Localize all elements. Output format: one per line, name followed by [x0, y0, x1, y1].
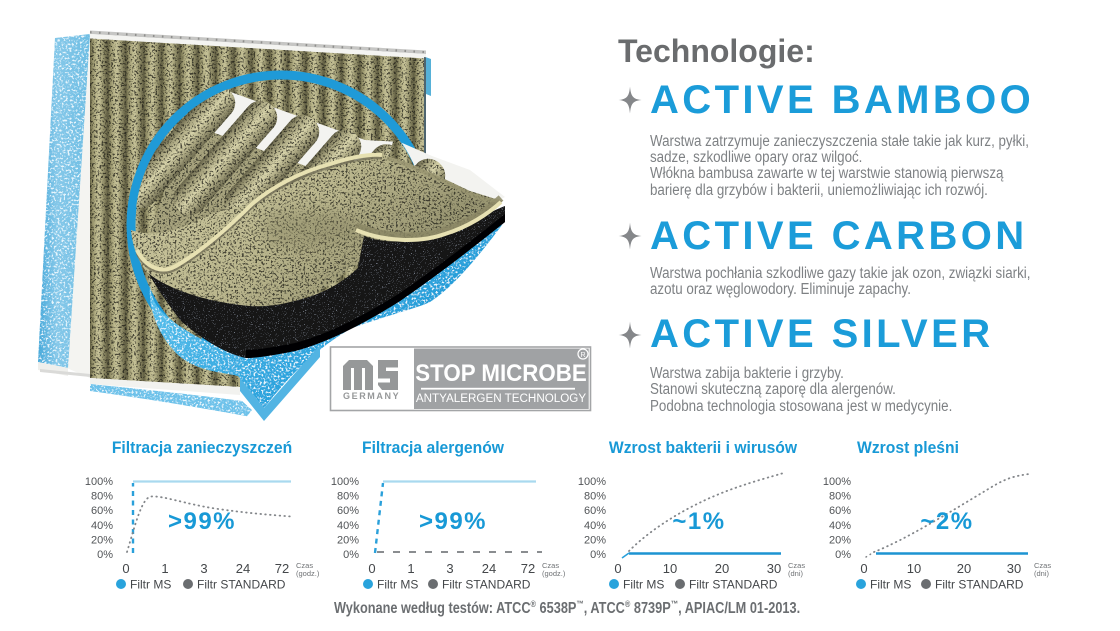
- svg-text:72: 72: [521, 561, 535, 576]
- svg-text:60%: 60%: [584, 505, 606, 517]
- svg-text:0: 0: [860, 561, 867, 576]
- svg-text:~2%: ~2%: [920, 508, 973, 535]
- svg-text:30: 30: [767, 561, 781, 576]
- svg-text:Czas: Czas: [788, 561, 805, 570]
- svg-text:80%: 80%: [91, 491, 113, 503]
- svg-text:40%: 40%: [584, 520, 606, 532]
- svg-text:0%: 0%: [590, 549, 606, 561]
- svg-text:Filtr STANDARD: Filtr STANDARD: [197, 578, 286, 592]
- svg-text:20: 20: [957, 561, 971, 576]
- svg-text:100%: 100%: [85, 476, 113, 488]
- svg-text:1: 1: [407, 561, 414, 576]
- svg-text:60%: 60%: [91, 505, 113, 517]
- svg-text:Czas: Czas: [296, 561, 313, 570]
- svg-text:(godz.): (godz.): [296, 569, 320, 578]
- svg-text:0%: 0%: [97, 549, 113, 561]
- svg-text:30: 30: [1007, 561, 1021, 576]
- svg-text:100%: 100%: [331, 476, 359, 488]
- svg-text:1: 1: [161, 561, 168, 576]
- svg-text:0: 0: [368, 561, 375, 576]
- svg-text:0: 0: [122, 561, 129, 576]
- svg-text:Filtr STANDARD: Filtr STANDARD: [689, 578, 778, 592]
- svg-text:~1%: ~1%: [672, 508, 725, 535]
- svg-text:60%: 60%: [829, 505, 851, 517]
- svg-text:20%: 20%: [337, 534, 359, 546]
- svg-text:0%: 0%: [343, 549, 359, 561]
- svg-text:STOP MICROBE: STOP MICROBE: [415, 359, 586, 386]
- svg-text:3: 3: [200, 561, 207, 576]
- svg-text:40%: 40%: [829, 520, 851, 532]
- svg-text:20: 20: [715, 561, 729, 576]
- svg-text:>99%: >99%: [419, 508, 487, 535]
- svg-text:(dni): (dni): [1034, 569, 1050, 578]
- svg-text:24: 24: [236, 561, 250, 576]
- svg-text:Filtr MS: Filtr MS: [377, 578, 418, 592]
- svg-text:20%: 20%: [91, 534, 113, 546]
- svg-text:80%: 80%: [829, 491, 851, 503]
- svg-text:(dni): (dni): [788, 569, 804, 578]
- svg-text:Filtr MS: Filtr MS: [130, 578, 171, 592]
- svg-text:0%: 0%: [835, 549, 851, 561]
- svg-text:10: 10: [663, 561, 677, 576]
- svg-text:0: 0: [614, 561, 621, 576]
- svg-text:20%: 20%: [584, 534, 606, 546]
- svg-text:80%: 80%: [584, 491, 606, 503]
- svg-text:Filtr MS: Filtr MS: [870, 578, 911, 592]
- svg-text:>99%: >99%: [168, 508, 236, 535]
- svg-text:10: 10: [907, 561, 921, 576]
- svg-text:40%: 40%: [91, 520, 113, 532]
- svg-text:3: 3: [446, 561, 453, 576]
- svg-text:Czas: Czas: [1034, 561, 1051, 570]
- svg-text:60%: 60%: [337, 505, 359, 517]
- svg-text:Czas: Czas: [542, 561, 559, 570]
- svg-text:20%: 20%: [829, 534, 851, 546]
- svg-text:72: 72: [275, 561, 289, 576]
- svg-text:100%: 100%: [578, 476, 606, 488]
- svg-text:80%: 80%: [337, 491, 359, 503]
- svg-text:40%: 40%: [337, 520, 359, 532]
- svg-text:Filtr STANDARD: Filtr STANDARD: [935, 578, 1024, 592]
- svg-text:100%: 100%: [823, 476, 851, 488]
- svg-text:Filtr STANDARD: Filtr STANDARD: [442, 578, 531, 592]
- svg-text:Filtr MS: Filtr MS: [623, 578, 664, 592]
- svg-text:ANTYALERGEN TECHNOLOGY: ANTYALERGEN TECHNOLOGY: [416, 391, 586, 405]
- svg-text:(godz.): (godz.): [542, 569, 566, 578]
- svg-text:GERMANY: GERMANY: [343, 391, 400, 401]
- svg-text:24: 24: [482, 561, 496, 576]
- svg-text:R: R: [580, 352, 585, 359]
